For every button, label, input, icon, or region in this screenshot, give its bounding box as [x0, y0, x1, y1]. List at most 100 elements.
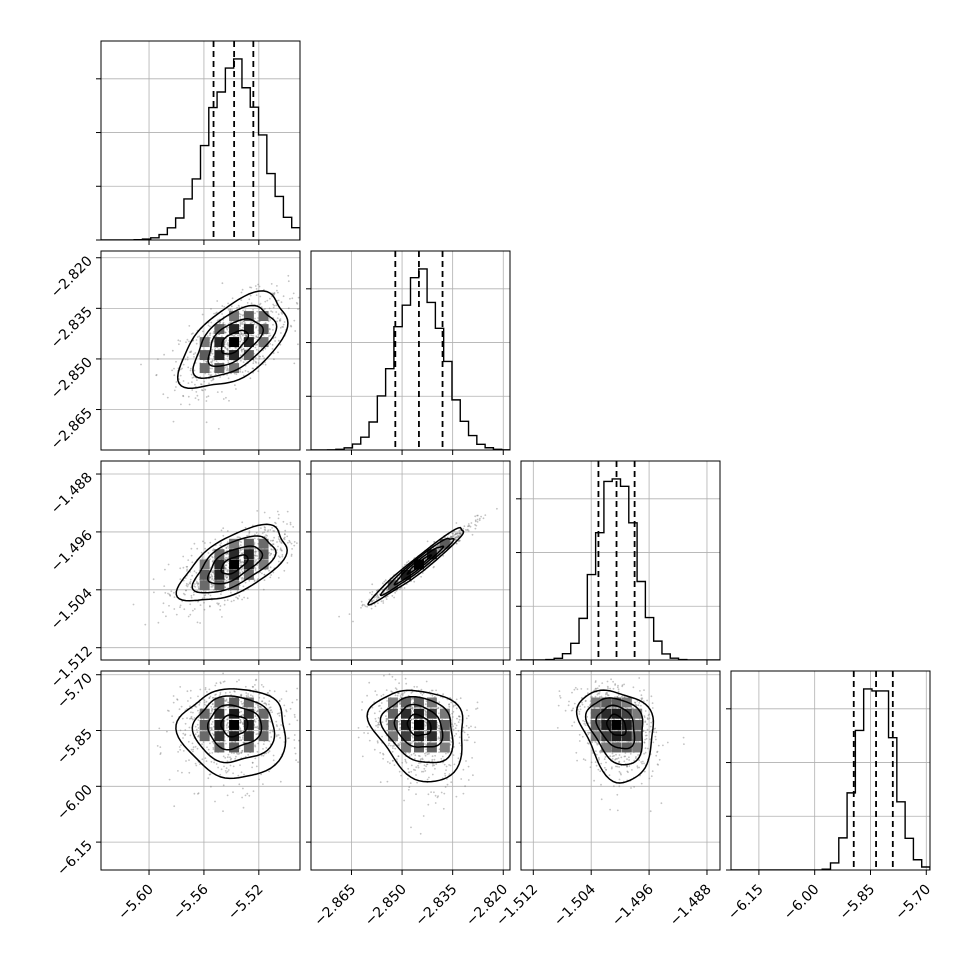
- scatter-point: [226, 576, 229, 579]
- scatter-point: [225, 725, 228, 727]
- scatter-point: [227, 370, 230, 372]
- scatter-point: [185, 582, 188, 585]
- scatter-point: [225, 579, 228, 582]
- scatter-point: [251, 761, 254, 764]
- scatter-point: [426, 753, 429, 756]
- scatter-point: [441, 755, 444, 758]
- scatter-point: [476, 518, 479, 521]
- scatter-point: [224, 331, 227, 334]
- scatter-point: [269, 576, 272, 579]
- scatter-point: [159, 746, 162, 748]
- scatter-point: [291, 297, 294, 300]
- scatter-point: [287, 737, 289, 740]
- scatter-point: [239, 321, 242, 323]
- scatter-point: [199, 622, 202, 624]
- scatter-point: [209, 367, 212, 370]
- scatter-point: [211, 561, 214, 563]
- scatter-point: [222, 527, 225, 530]
- scatter-point: [394, 687, 397, 689]
- scatter-point: [399, 741, 402, 744]
- density-cell: [214, 697, 225, 708]
- scatter-point: [369, 591, 371, 594]
- scatter-point: [377, 721, 380, 724]
- scatter-point: [391, 595, 394, 597]
- scatter-point: [371, 706, 374, 709]
- scatter-point: [223, 578, 226, 581]
- scatter-point: [190, 748, 193, 751]
- scatter-point: [280, 541, 282, 544]
- scatter-point: [406, 561, 408, 564]
- scatter-point: [405, 761, 408, 764]
- scatter-point: [163, 585, 166, 587]
- scatter-point: [454, 533, 457, 536]
- scatter-point: [204, 594, 207, 596]
- scatter-point: [255, 703, 257, 705]
- scatter-point: [436, 545, 439, 547]
- scatter-point: [211, 709, 213, 712]
- scatter-point: [209, 605, 211, 608]
- scatter-point: [213, 706, 215, 708]
- scatter-point: [215, 312, 217, 315]
- scatter-point: [191, 389, 194, 391]
- scatter-point: [214, 694, 217, 696]
- scatter-point: [197, 735, 200, 737]
- scatter-point: [233, 599, 235, 602]
- scatter-point: [258, 303, 261, 306]
- scatter-point: [253, 558, 256, 560]
- scatter-point: [239, 719, 242, 722]
- scatter-point: [222, 810, 224, 813]
- scatter-point: [424, 730, 426, 732]
- scatter-point: [239, 331, 242, 333]
- scatter-point: [242, 722, 245, 725]
- scatter-point: [434, 754, 436, 757]
- scatter-point: [438, 701, 441, 704]
- scatter-point: [222, 534, 225, 537]
- scatter-point: [424, 752, 426, 755]
- density-cell: [199, 708, 210, 719]
- y-tick-label: −1.496: [48, 527, 96, 575]
- scatter-point: [437, 544, 440, 547]
- scatter-point: [231, 297, 234, 300]
- scatter-point: [229, 758, 232, 761]
- scatter-point: [248, 534, 250, 537]
- scatter-point: [466, 709, 468, 712]
- scatter-point: [270, 736, 273, 738]
- x-tick-label: −5.60: [115, 882, 157, 924]
- scatter-point: [177, 339, 180, 342]
- scatter-point: [398, 743, 401, 746]
- density-cell: [214, 559, 225, 570]
- scatter-point: [241, 570, 244, 573]
- scatter-point: [225, 699, 228, 702]
- scatter-point: [225, 698, 228, 701]
- scatter-point: [418, 755, 421, 757]
- scatter-point: [370, 600, 373, 603]
- scatter-point: [278, 320, 281, 322]
- scatter-point: [399, 695, 402, 697]
- scatter-point: [463, 731, 466, 734]
- scatter-point: [268, 307, 271, 310]
- scatter-point: [214, 347, 217, 349]
- scatter-point: [207, 718, 210, 721]
- scatter-point: [188, 325, 191, 327]
- scatter-point: [419, 832, 422, 835]
- scatter-point: [423, 721, 426, 723]
- scatter-point: [296, 719, 299, 722]
- scatter-point: [210, 575, 213, 577]
- scatter-point: [407, 767, 410, 770]
- scatter-point: [244, 322, 247, 325]
- scatter-point: [184, 722, 187, 725]
- scatter-point: [303, 550, 305, 552]
- scatter-point: [231, 309, 234, 311]
- scatter-point: [455, 536, 458, 538]
- scatter-point: [220, 718, 223, 721]
- scatter-point: [197, 727, 200, 729]
- scatter-point: [455, 522, 458, 524]
- scatter-point: [410, 711, 413, 714]
- scatter-point: [476, 707, 479, 710]
- scatter-point: [272, 293, 275, 295]
- scatter-point: [164, 568, 166, 571]
- scatter-point: [417, 754, 420, 757]
- scatter-point: [352, 620, 354, 623]
- scatter-point: [397, 744, 399, 747]
- scatter-point: [398, 723, 401, 726]
